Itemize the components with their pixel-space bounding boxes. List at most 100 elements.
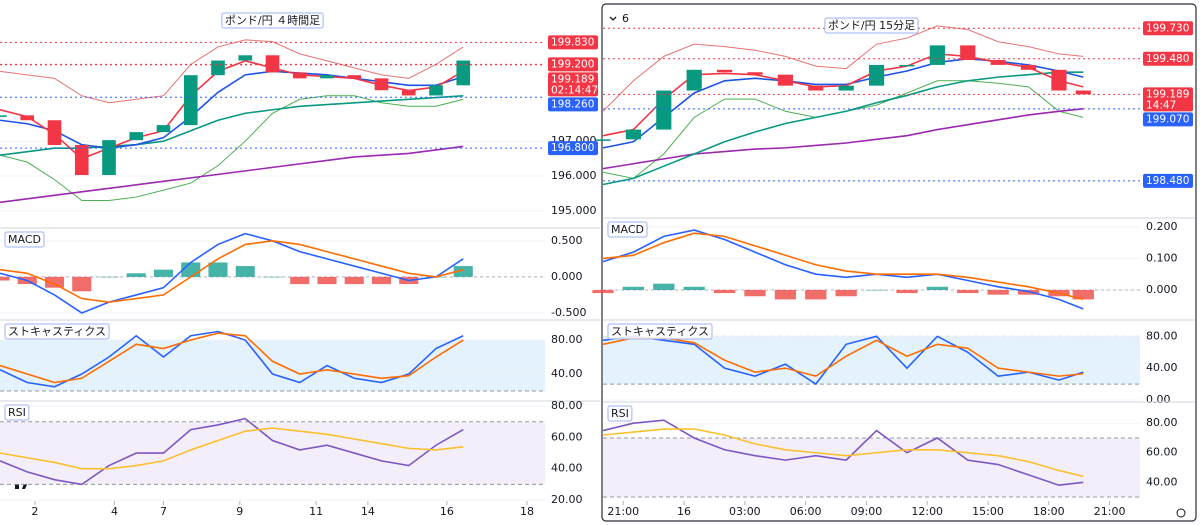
indicator-line [602, 428, 1084, 478]
y-tick-label: 80.00 [551, 333, 583, 346]
histogram-bar [153, 269, 174, 277]
price-tag-label: 199.200 [551, 58, 594, 70]
indicator-line [0, 232, 464, 314]
candle [1075, 90, 1091, 95]
y-tick-label: 40.00 [551, 367, 583, 380]
price-tag [1143, 87, 1193, 112]
candle [990, 60, 1006, 65]
indicator-line [602, 419, 1084, 487]
candle [347, 75, 362, 79]
candle [265, 55, 280, 73]
indicator-line [602, 58, 1084, 149]
candle [625, 129, 641, 140]
histogram-bar [126, 273, 146, 277]
pane-title: RSI [8, 406, 26, 419]
candle [74, 145, 89, 176]
x-tick-label: 7 [160, 505, 167, 518]
histogram-bar [0, 276, 10, 281]
y-tick-label: 0.000 [551, 270, 583, 283]
x-tick-label: 16 [677, 505, 691, 518]
indicator-line [0, 332, 464, 384]
y-tick-label: 60.00 [551, 430, 583, 443]
histogram-bar [1072, 289, 1094, 300]
candle [656, 90, 672, 130]
pane-title-box [4, 323, 110, 340]
histogram-bar [987, 289, 1009, 295]
badge[interactable]: 6 [609, 12, 629, 25]
indicator-line [0, 145, 464, 204]
histogram-bar [72, 276, 92, 292]
candle [777, 74, 793, 86]
pane-title: ストキャスティクス [611, 325, 709, 338]
price-tag [1143, 173, 1193, 188]
price-tag [1143, 112, 1193, 127]
price-tag-countdown: 14:47 [1146, 99, 1176, 111]
histogram-bar [957, 289, 979, 294]
price-tag-label: 199.480 [1146, 53, 1189, 65]
y-tick-label: 40.00 [551, 462, 583, 475]
histogram-bar [208, 262, 228, 277]
pane-title-box [824, 17, 919, 34]
chevron-icon [609, 16, 617, 21]
x-tick-label: 4 [111, 505, 118, 518]
pane: 195.000196.000197.000199.830199.200199.1… [0, 12, 598, 217]
y-tick-label: 0.200 [1146, 220, 1178, 233]
indicator-line [602, 232, 1084, 301]
histogram-bar [653, 283, 675, 290]
x-tick-label: 2 [31, 505, 38, 518]
candle [47, 120, 62, 146]
histogram-bar [592, 289, 614, 294]
candle [899, 64, 915, 67]
y-tick-label: 0.100 [1146, 251, 1178, 264]
candle [292, 72, 307, 79]
y-tick-label: 80.00 [1146, 329, 1178, 342]
histogram-bar [453, 266, 473, 277]
candle [183, 75, 198, 126]
price-tag [548, 141, 598, 156]
settings-icon[interactable] [1176, 508, 1186, 518]
pane-title: ストキャスティクス [8, 325, 106, 338]
indicator-line [0, 70, 464, 149]
histogram-bar [262, 276, 283, 278]
indicator-line [0, 427, 464, 470]
histogram-bar [290, 276, 310, 285]
price-tag-label: 199.189 [551, 73, 594, 85]
histogram-bar [896, 289, 918, 294]
candle [20, 115, 35, 121]
y-tick-label: 40.00 [1146, 475, 1178, 488]
candle [156, 125, 171, 133]
x-tick-label: 16 [440, 505, 454, 518]
histogram-bar [805, 289, 827, 300]
histogram-bar [44, 276, 65, 288]
pane: 80.00 40.00 ストキャスティクス [0, 319, 600, 392]
band-fill [0, 421, 545, 485]
band-line [0, 95, 464, 202]
x-tick-label: 11 [309, 505, 323, 518]
candle [960, 45, 976, 61]
x-tick-label: 21:00 [607, 505, 639, 518]
indicator-line [0, 240, 464, 303]
histogram-bar [317, 276, 337, 285]
histogram-bar [683, 286, 705, 290]
histogram-bar [744, 289, 766, 297]
indicator-line [0, 417, 464, 486]
pane-title-box [607, 221, 648, 238]
histogram-bar [371, 276, 392, 285]
x-tick-label: 9 [236, 505, 243, 518]
y-tick-label: 60.00 [1146, 446, 1178, 459]
badge-text: 6 [622, 12, 629, 25]
pane-title: RSI [611, 407, 629, 420]
histogram-bar [622, 286, 645, 290]
pane-title-box [607, 323, 713, 340]
band-line [602, 25, 1084, 112]
y-tick-label: 20.00 [551, 493, 583, 506]
price-tag-label: 198.260 [551, 98, 594, 110]
candle [686, 69, 702, 91]
band-line [0, 39, 464, 104]
price-tag [548, 72, 598, 97]
price-tag [1143, 21, 1193, 36]
candle [456, 60, 471, 86]
pane: 80.00 60.00 40.00 21:00 16 03:00 06:00 09:00 12:… [602, 401, 1195, 518]
